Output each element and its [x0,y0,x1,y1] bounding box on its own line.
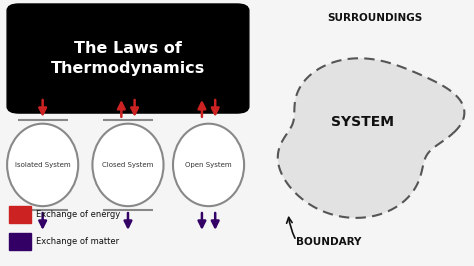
FancyBboxPatch shape [9,233,31,250]
Text: The Laws of
Thermodynamics: The Laws of Thermodynamics [51,41,205,76]
Text: SYSTEM: SYSTEM [331,115,394,129]
Text: Exchange of matter: Exchange of matter [36,237,119,246]
Text: Closed System: Closed System [102,162,154,168]
Text: Exchange of energy: Exchange of energy [36,210,121,219]
Text: SURROUNDINGS: SURROUNDINGS [327,13,422,23]
Ellipse shape [92,124,164,206]
PathPatch shape [278,58,465,218]
Text: BOUNDARY: BOUNDARY [296,237,362,247]
FancyBboxPatch shape [7,4,249,113]
Text: Isolated System: Isolated System [15,162,71,168]
Ellipse shape [7,124,78,206]
FancyBboxPatch shape [9,206,31,223]
Text: Open System: Open System [185,162,232,168]
Ellipse shape [173,124,244,206]
